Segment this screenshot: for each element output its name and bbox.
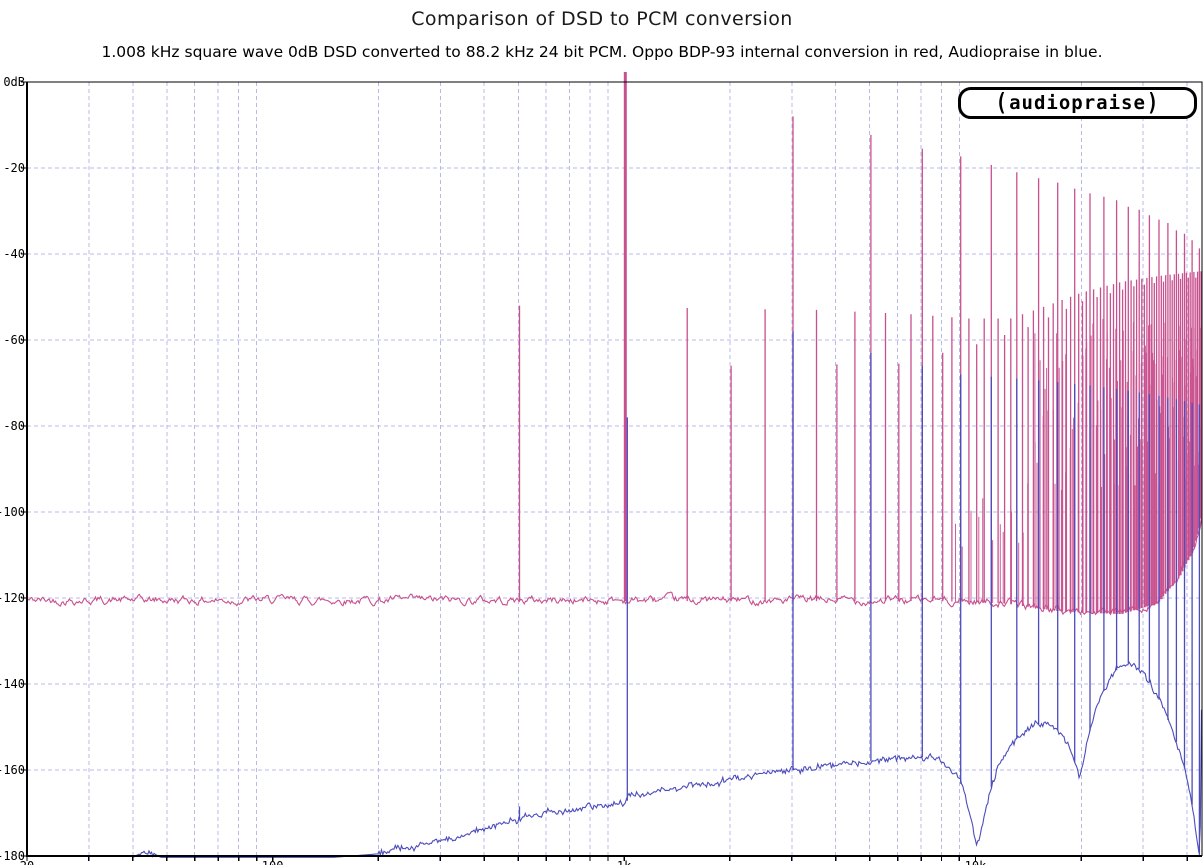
x-axis-label: 100 xyxy=(262,859,284,865)
y-axis-label: -120 xyxy=(0,591,25,605)
grid-lines xyxy=(27,82,1202,856)
y-axis-label: -160 xyxy=(0,763,25,777)
x-axis-label: 20 xyxy=(20,859,34,865)
y-axis-label: -80 xyxy=(3,419,25,433)
logo-left-paren-icon: ( xyxy=(995,88,1009,117)
chart-title: Comparison of DSD to PCM conversion xyxy=(411,8,793,30)
y-axis-label: -40 xyxy=(3,247,25,261)
y-axis-label: -100 xyxy=(0,505,25,519)
y-axis-label: -20 xyxy=(3,161,25,175)
plot-border xyxy=(27,81,1203,856)
y-axis-label: -60 xyxy=(3,333,25,347)
audiopraise-logo: (audiopraise) xyxy=(958,87,1197,119)
x-axis-label: 10k xyxy=(965,859,987,865)
y-axis-label: -180 xyxy=(0,849,25,863)
red-noise-floor xyxy=(27,517,1203,616)
blue-harmonic-spikes xyxy=(518,331,1201,855)
blue-noise-floor xyxy=(132,660,1203,858)
axes-lines xyxy=(26,82,1202,857)
axis-tick-marks xyxy=(21,81,1188,861)
red-harmonic-spikes xyxy=(518,116,1202,614)
y-axis-label: -140 xyxy=(0,677,25,691)
chart-subtitle: 1.008 kHz square wave 0dB DSD converted … xyxy=(101,43,1103,61)
x-axis-label: 1k xyxy=(617,859,632,865)
y-axis-label: 0dB xyxy=(3,75,25,89)
logo-right-paren-icon: ) xyxy=(1146,88,1160,117)
logo-wordmark: audiopraise xyxy=(1009,91,1146,114)
